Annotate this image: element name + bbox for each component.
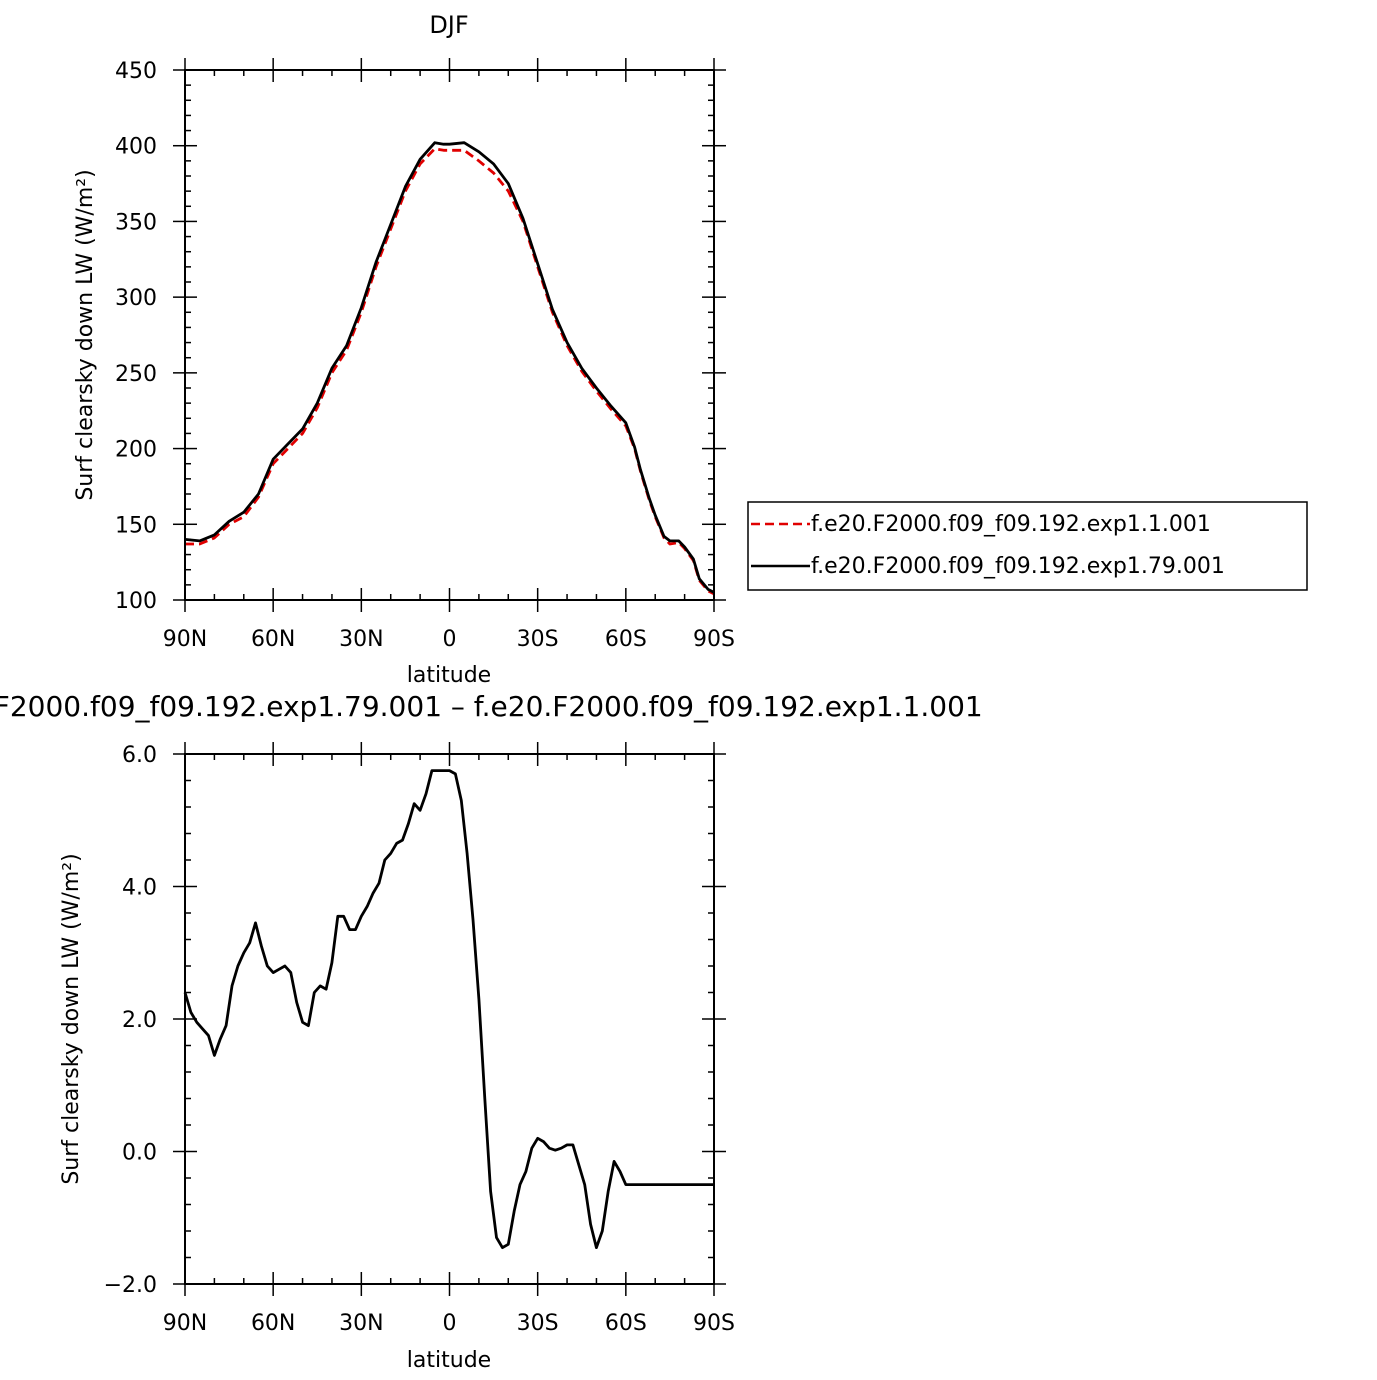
y-tick-label: 6.0 [122,743,157,768]
y-axis: −2.0 0.0 2.0 4.0 6.0 [104,743,726,1298]
x-tick-label: 90S [693,1311,735,1336]
series-line-2 [184,141,715,594]
x-tick-label: 60S [605,1311,647,1336]
x-tick-label: 60N [251,1311,295,1336]
x-axis-label: latitude [407,663,491,688]
x-axis: 90N 60N 30N 0 30S 60S 90S [163,58,735,652]
series-group [183,769,714,1249]
x-tick-label: 30S [517,627,559,652]
y-axis: 100 150 200 250 300 350 400 450 [115,59,726,614]
legend: f.e20.F2000.f09_f09.192.exp1.1.001 f.e20… [747,501,1308,591]
y-axis-label: Surf clearsky down LW (W/m²) [73,169,98,500]
chart-title: DJF [429,11,468,39]
x-tick-label: 30S [517,1311,559,1336]
y-tick-label: 100 [115,589,157,614]
x-tick-label: 0 [443,1311,457,1336]
x-axis-label: latitude [407,1348,491,1373]
x-tick-label: 60S [605,627,647,652]
legend-box [747,501,1308,591]
legend-label-exp1.79.001: f.e20.F2000.f09_f09.192.exp1.79.001 [811,554,1225,579]
x-tick-label: 60N [251,627,295,652]
x-tick-label: 0 [443,627,457,652]
legend-label-exp1.1.001: f.e20.F2000.f09_f09.192.exp1.1.001 [811,512,1211,537]
y-tick-label: 350 [115,210,157,235]
plot-frame [184,69,715,601]
chart-djf: DJF 100 150 200 250 300 350 400 450 90N 60N 30N 0 3… [73,11,735,688]
chart-title: f.e20.F2000.f09_f09.192.exp1.79.001 – f.… [0,690,983,723]
y-tick-label: 2.0 [122,1008,157,1033]
y-axis-label: Surf clearsky down LW (W/m²) [59,853,84,1184]
series-line-1 [183,769,714,1249]
x-axis: 90N 60N 30N 0 30S 60S 90S [163,742,735,1336]
x-tick-label: 90N [163,1311,207,1336]
y-tick-label: 450 [115,59,157,84]
y-tick-label: 300 [115,286,157,311]
y-tick-label: 150 [115,513,157,538]
chart-difference: f.e20.F2000.f09_f09.192.exp1.79.001 – f.… [0,690,983,1373]
y-tick-label: −2.0 [104,1273,157,1298]
series-line-1 [185,147,715,596]
y-tick-label: 0.0 [122,1141,157,1166]
x-tick-label: 90N [163,627,207,652]
y-tick-label: 400 [115,135,157,160]
y-tick-label: 4.0 [122,876,157,901]
x-tick-label: 30N [339,1311,383,1336]
series-group [184,141,715,596]
y-tick-label: 250 [115,362,157,387]
x-tick-label: 90S [693,627,735,652]
y-tick-label: 200 [115,438,157,463]
plot-frame [184,753,715,1285]
x-tick-label: 30N [339,627,383,652]
